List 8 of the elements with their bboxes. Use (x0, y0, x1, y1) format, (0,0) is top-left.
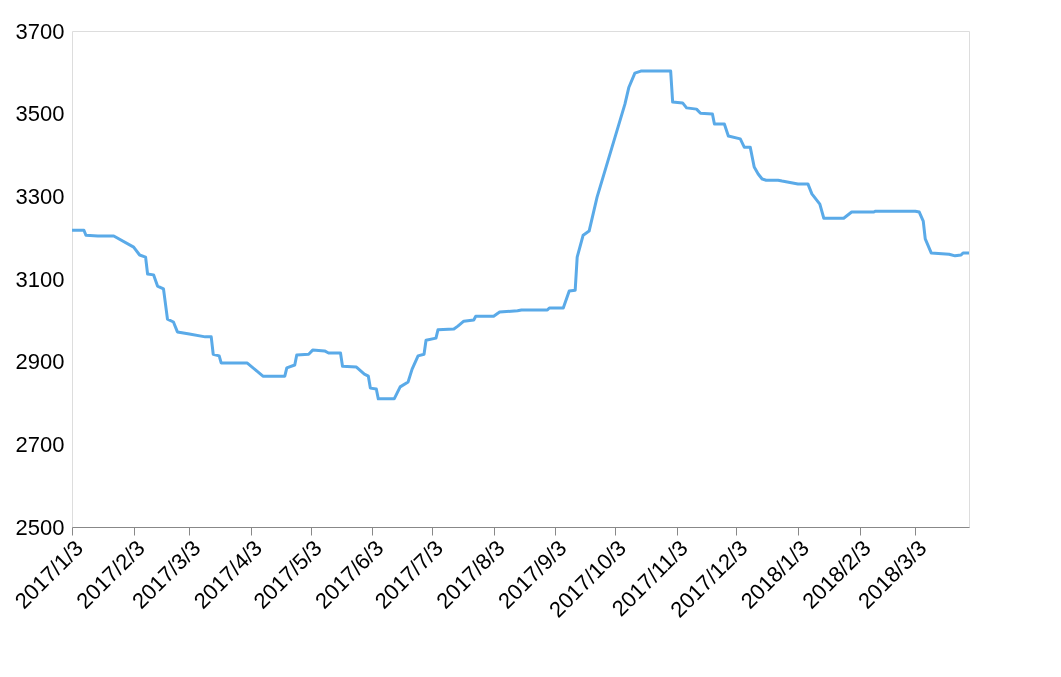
y-tick-label: 3300 (15, 183, 65, 209)
y-tick-label: 2500 (15, 514, 65, 540)
y-tick-label: 3700 (15, 18, 65, 44)
y-tick-label: 2900 (15, 349, 65, 375)
y-tick-label: 3100 (15, 266, 65, 292)
y-tick-label: 2700 (15, 431, 65, 457)
y-tick-label: 3500 (15, 101, 65, 127)
line-series (70, 69, 971, 401)
